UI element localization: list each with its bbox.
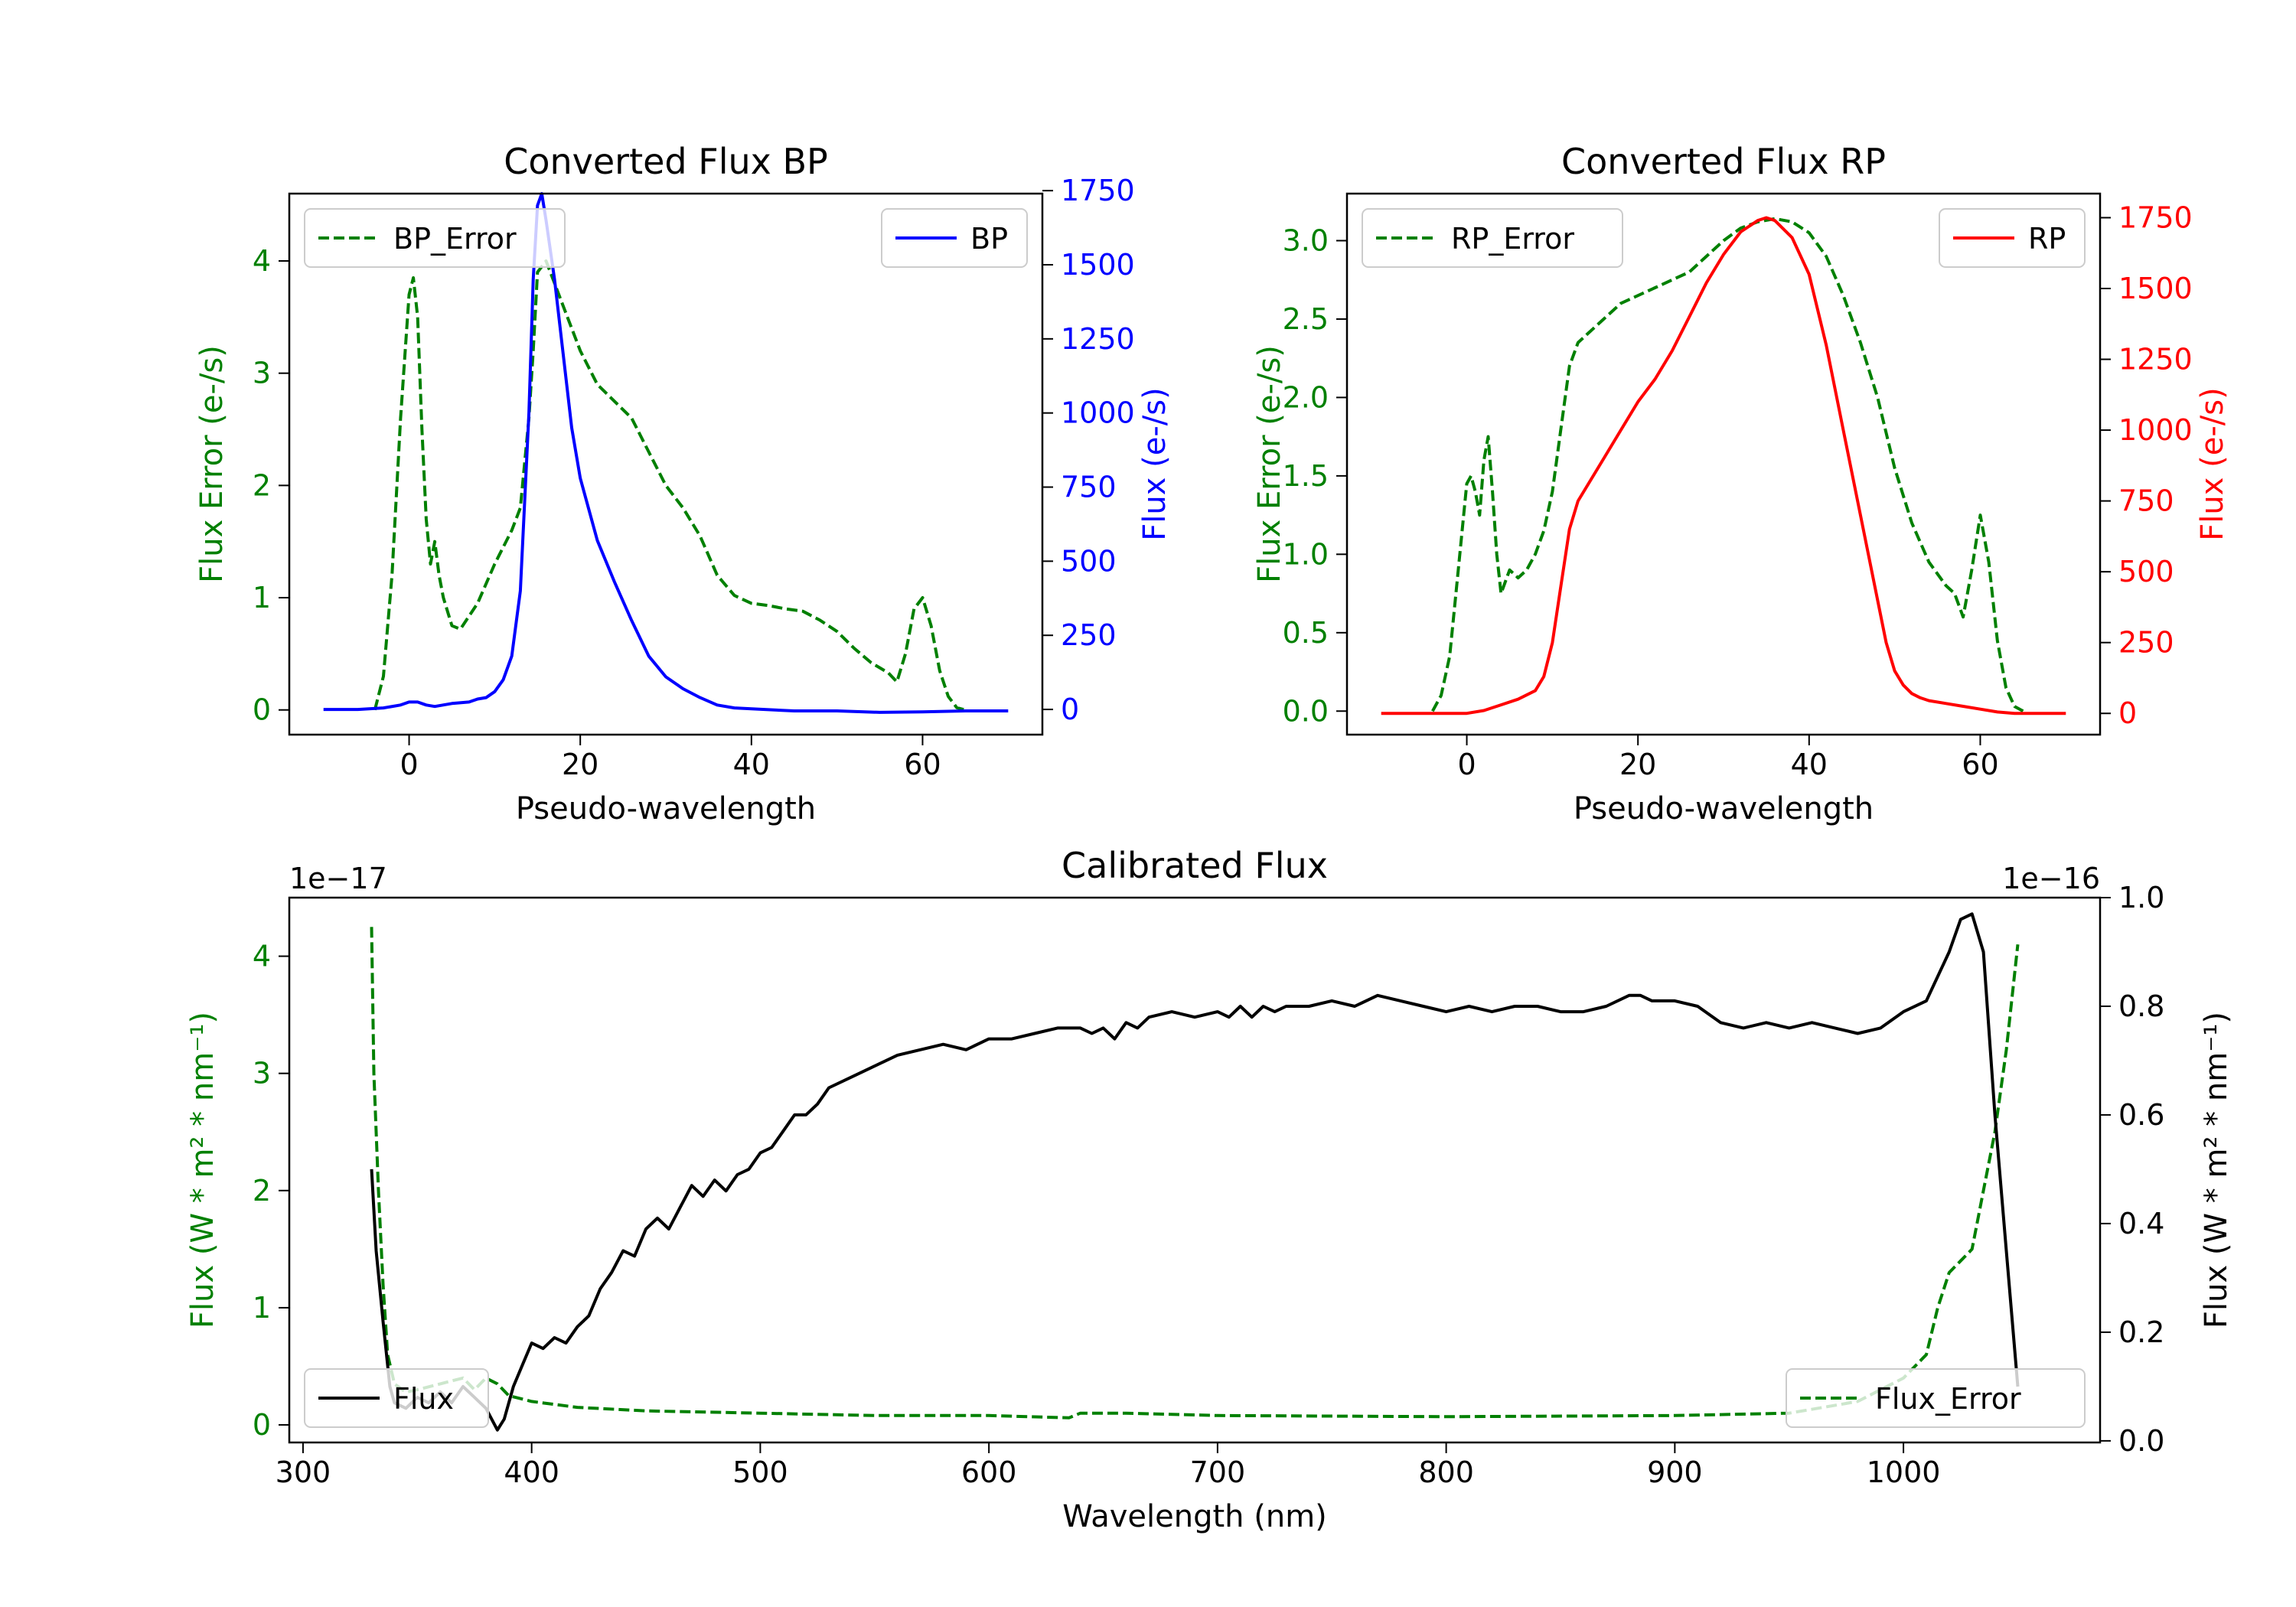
x-tick-label: 300 <box>276 1455 331 1489</box>
y-right-tick-label: 1250 <box>1061 322 1135 356</box>
x-tick-label: 0 <box>400 748 418 781</box>
y-right-axis-label: Flux (W * m² * nm⁻¹) <box>2199 1012 2234 1328</box>
x-tick-label: 60 <box>904 748 941 781</box>
legend-flux: Flux <box>304 1368 489 1428</box>
y-right-tick-label: 750 <box>2118 484 2174 518</box>
y-left-tick-label: 3 <box>253 357 271 390</box>
y-left-tick-label: 0 <box>253 1408 271 1442</box>
y-left-axis-label: Flux (W * m² * nm⁻¹) <box>185 1012 220 1328</box>
x-tick-label: 500 <box>732 1455 788 1489</box>
series-line-rp <box>1381 216 2066 715</box>
y-right-scale-label: 1e−16 <box>2002 862 2100 895</box>
y-right-tick-label: 500 <box>2118 555 2174 588</box>
y-right-tick-label: 0 <box>1061 693 1079 726</box>
y-left-tick-label: 0.5 <box>1283 616 1329 650</box>
x-tick-label: 600 <box>961 1455 1017 1489</box>
y-left-axis-label: Flux Error (e-/s) <box>194 345 230 583</box>
y-right-tick-label: 750 <box>1061 471 1117 504</box>
legend-rp: RP <box>1939 208 2086 268</box>
y-right-tick-label: 1.0 <box>2118 881 2164 914</box>
legend-bp-error: BP_Error <box>304 208 566 268</box>
y-right-tick-label: 0.8 <box>2118 989 2164 1023</box>
y-right-tick-label: 0.6 <box>2118 1098 2164 1132</box>
x-axis-label: Pseudo-wavelength <box>1574 791 1874 826</box>
x-tick-label: 1000 <box>1867 1455 1941 1489</box>
chart-panel-1: 0 20 40 60 0.0 0.5 1.0 1.5 2.0 2.5 3.0 0 250 500 750 10… <box>1252 141 2230 826</box>
y-left-tick-label: 1.0 <box>1283 537 1329 571</box>
x-tick-label: 0 <box>1457 748 1476 781</box>
y-left-tick-label: 2.5 <box>1283 302 1329 336</box>
legend-flux-error: Flux_Error <box>1786 1368 2086 1428</box>
y-left-tick-label: 2.0 <box>1283 380 1329 414</box>
chart-title: Converted Flux BP <box>504 141 828 182</box>
y-right-axis-label: Flux (e-/s) <box>1137 387 1172 540</box>
x-tick-label: 20 <box>562 748 598 781</box>
chart-panel-2: 300 400 500 600 700 800 900 1000 0 1 2 3 4 0.0 0.2 0.4 0… <box>185 845 2234 1534</box>
y-left-tick-label: 0.0 <box>1283 694 1329 728</box>
legend-label: Flux_Error <box>1875 1382 2021 1416</box>
y-right-tick-label: 1000 <box>2118 413 2193 447</box>
legend-label: RP_Error <box>1451 222 1574 256</box>
legend-label: BP <box>970 222 1008 256</box>
x-tick-label: 700 <box>1190 1455 1246 1489</box>
series-line-flux <box>370 912 2020 1432</box>
legend-box <box>304 208 566 268</box>
x-tick-label: 60 <box>1962 748 1998 781</box>
y-left-tick-label: 1 <box>253 581 271 614</box>
chart-panel-0: 0 20 40 600123402505007501000125015001750Co… <box>194 141 1172 826</box>
legend-rp-error: RP_Error <box>1362 208 1623 268</box>
axes-frame <box>288 896 2102 1444</box>
y-right-tick-label: 250 <box>1061 618 1117 652</box>
y-right-tick-label: 0.4 <box>2118 1207 2164 1240</box>
y-right-tick-label: 0 <box>2118 696 2137 730</box>
y-right-tick-label: 250 <box>2118 626 2174 660</box>
y-right-tick-label: 1750 <box>2118 200 2193 234</box>
series-line-bp-error <box>373 259 966 712</box>
y-right-tick-label: 0.0 <box>2118 1424 2164 1458</box>
y-left-tick-label: 1 <box>253 1291 271 1325</box>
y-left-axis-label: Flux Error (e-/s) <box>1252 345 1287 583</box>
y-right-tick-label: 1500 <box>1061 248 1135 282</box>
y-right-axis-label: Flux (e-/s) <box>2195 387 2230 540</box>
x-tick-label: 800 <box>1418 1455 1474 1489</box>
legend-box <box>1786 1368 2086 1428</box>
axes-frame <box>1345 192 2102 736</box>
legend-box <box>304 1368 489 1428</box>
y-right-tick-label: 1500 <box>2118 272 2193 305</box>
y-left-tick-label: 3 <box>253 1057 271 1090</box>
x-tick-label: 40 <box>1791 748 1828 781</box>
x-tick-label: 20 <box>1619 748 1656 781</box>
axes-frame <box>288 192 1044 736</box>
y-right-tick-label: 500 <box>1061 544 1117 578</box>
x-tick-label: 400 <box>504 1455 559 1489</box>
x-axis-label: Pseudo-wavelength <box>516 791 816 826</box>
y-left-tick-label: 1.5 <box>1283 459 1329 493</box>
chart-title: Converted Flux RP <box>1561 141 1886 182</box>
y-right-tick-label: 0.2 <box>2118 1315 2164 1349</box>
series-line-flux-error <box>370 927 2020 1420</box>
y-right-tick-label: 1000 <box>1061 396 1135 430</box>
legend-bp: BP <box>881 208 1028 268</box>
y-left-tick-label: 4 <box>253 244 271 278</box>
y-right-tick-label: 1750 <box>1061 174 1135 207</box>
x-tick-label: 900 <box>1647 1455 1703 1489</box>
y-left-tick-label: 4 <box>253 940 271 973</box>
legend-label: BP_Error <box>393 222 517 256</box>
x-axis-label: Wavelength (nm) <box>1062 1499 1327 1534</box>
y-right-tick-label: 1250 <box>2118 343 2193 376</box>
y-left-scale-label: 1e−17 <box>289 862 387 895</box>
x-tick-label: 40 <box>733 748 770 781</box>
y-left-tick-label: 2 <box>253 468 271 502</box>
series-line-rp-error <box>1431 217 2024 713</box>
chart-title: Calibrated Flux <box>1062 845 1328 886</box>
legend-label: RP <box>2028 222 2066 256</box>
y-left-tick-label: 3.0 <box>1283 223 1329 257</box>
legend-box <box>1362 208 1623 268</box>
legend-label: Flux <box>393 1382 454 1416</box>
y-left-tick-label: 0 <box>253 693 271 727</box>
y-left-tick-label: 2 <box>253 1174 271 1208</box>
